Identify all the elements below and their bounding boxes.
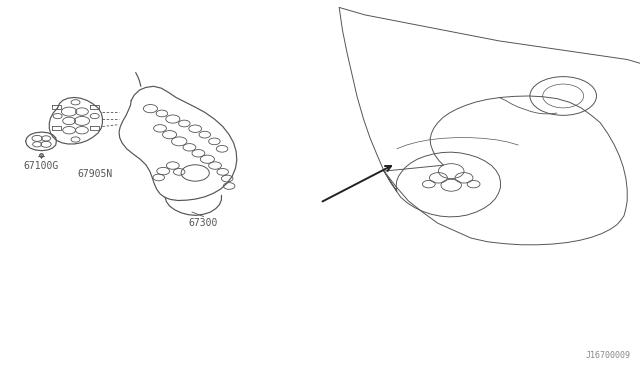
Text: J16700009: J16700009: [586, 351, 630, 360]
Text: 67100G: 67100G: [23, 161, 59, 171]
Text: 67300: 67300: [189, 218, 218, 228]
Text: 67905N: 67905N: [77, 169, 113, 179]
